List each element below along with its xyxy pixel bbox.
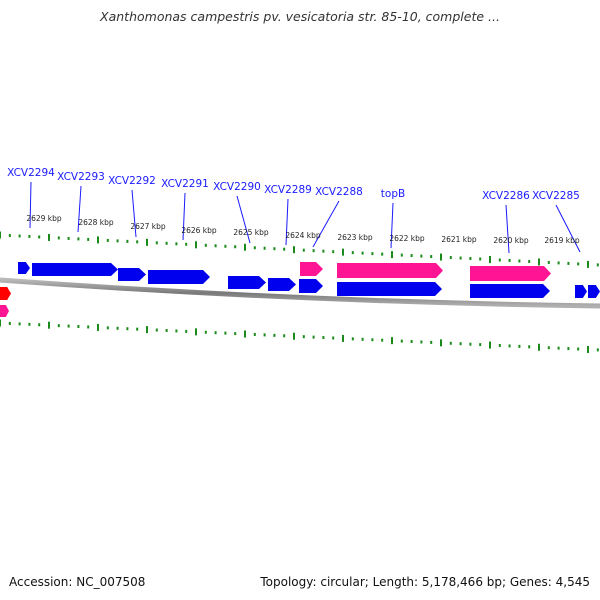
gene-label: XCV2291 [161, 178, 209, 190]
leader-line [236, 195, 251, 244]
gene-feature [18, 262, 30, 274]
gene-feature [299, 279, 323, 293]
kbp-label: 2624 kbp [285, 231, 321, 240]
kbp-label: 2625 kbp [233, 228, 269, 237]
kbp-label: 2619 kbp [544, 236, 580, 245]
gene-feature [337, 263, 443, 278]
gene-feature [32, 263, 118, 276]
gene-label: topB [381, 188, 405, 200]
leader-line [29, 181, 32, 229]
leader-line [555, 204, 581, 253]
accession-text: Accession: NC_007508 [9, 575, 146, 589]
kbp-label: 2621 kbp [441, 235, 477, 244]
gene-features [0, 262, 600, 317]
kbp-label: 2622 kbp [389, 234, 425, 243]
gene-feature [118, 268, 146, 281]
gene-feature [300, 262, 323, 276]
gene-label: XCV2285 [532, 190, 580, 202]
gene-feature [0, 305, 9, 317]
leader-line [390, 202, 394, 249]
gene-label: XCV2294 [7, 167, 55, 179]
gene-feature [0, 287, 11, 300]
gene-label: XCV2293 [57, 171, 105, 183]
gene-feature [228, 276, 266, 289]
gene-feature [148, 270, 210, 284]
kbp-label: 2626 kbp [181, 226, 217, 235]
leader-line [131, 189, 137, 238]
inner-tick-ring [0, 319, 599, 353]
leader-line [312, 200, 340, 248]
kbp-label: 2628 kbp [78, 218, 114, 227]
gene-label: XCV2290 [213, 181, 261, 193]
gene-label: XCV2286 [482, 190, 530, 202]
chromosome-backbone [0, 277, 600, 309]
gene-feature [337, 282, 442, 296]
outer-tick-ring [0, 231, 599, 268]
map-title: Xanthomonas campestris pv. vesicatoria s… [100, 9, 500, 24]
leader-line [77, 185, 82, 233]
gene-feature [470, 266, 551, 281]
gene-label: XCV2288 [315, 186, 363, 198]
leader-line [285, 198, 289, 246]
gene-label: XCV2289 [264, 184, 312, 196]
leader-line [182, 192, 186, 241]
label-leaders [29, 181, 581, 254]
gene-feature [470, 284, 550, 298]
kbp-label: 2620 kbp [493, 236, 529, 245]
gene-feature [588, 285, 600, 298]
gene-labels: XCV2294 XCV2293 XCV2292 XCV2291 XCV2290 XCV22… [7, 167, 580, 202]
gene-feature [268, 278, 296, 291]
kbp-label: 2623 kbp [337, 233, 373, 242]
kbp-label: 2629 kbp [26, 214, 62, 223]
gene-label: XCV2292 [108, 175, 156, 187]
gene-feature [575, 285, 587, 298]
kbp-labels: 2629 kbp 2628 kbp 2627 kbp 2626 kbp 2625 kbp… [26, 214, 580, 245]
topology-summary: Topology: circular; Length: 5,178,466 bp… [260, 575, 590, 589]
leader-line [505, 204, 510, 254]
kbp-label: 2627 kbp [130, 222, 166, 231]
